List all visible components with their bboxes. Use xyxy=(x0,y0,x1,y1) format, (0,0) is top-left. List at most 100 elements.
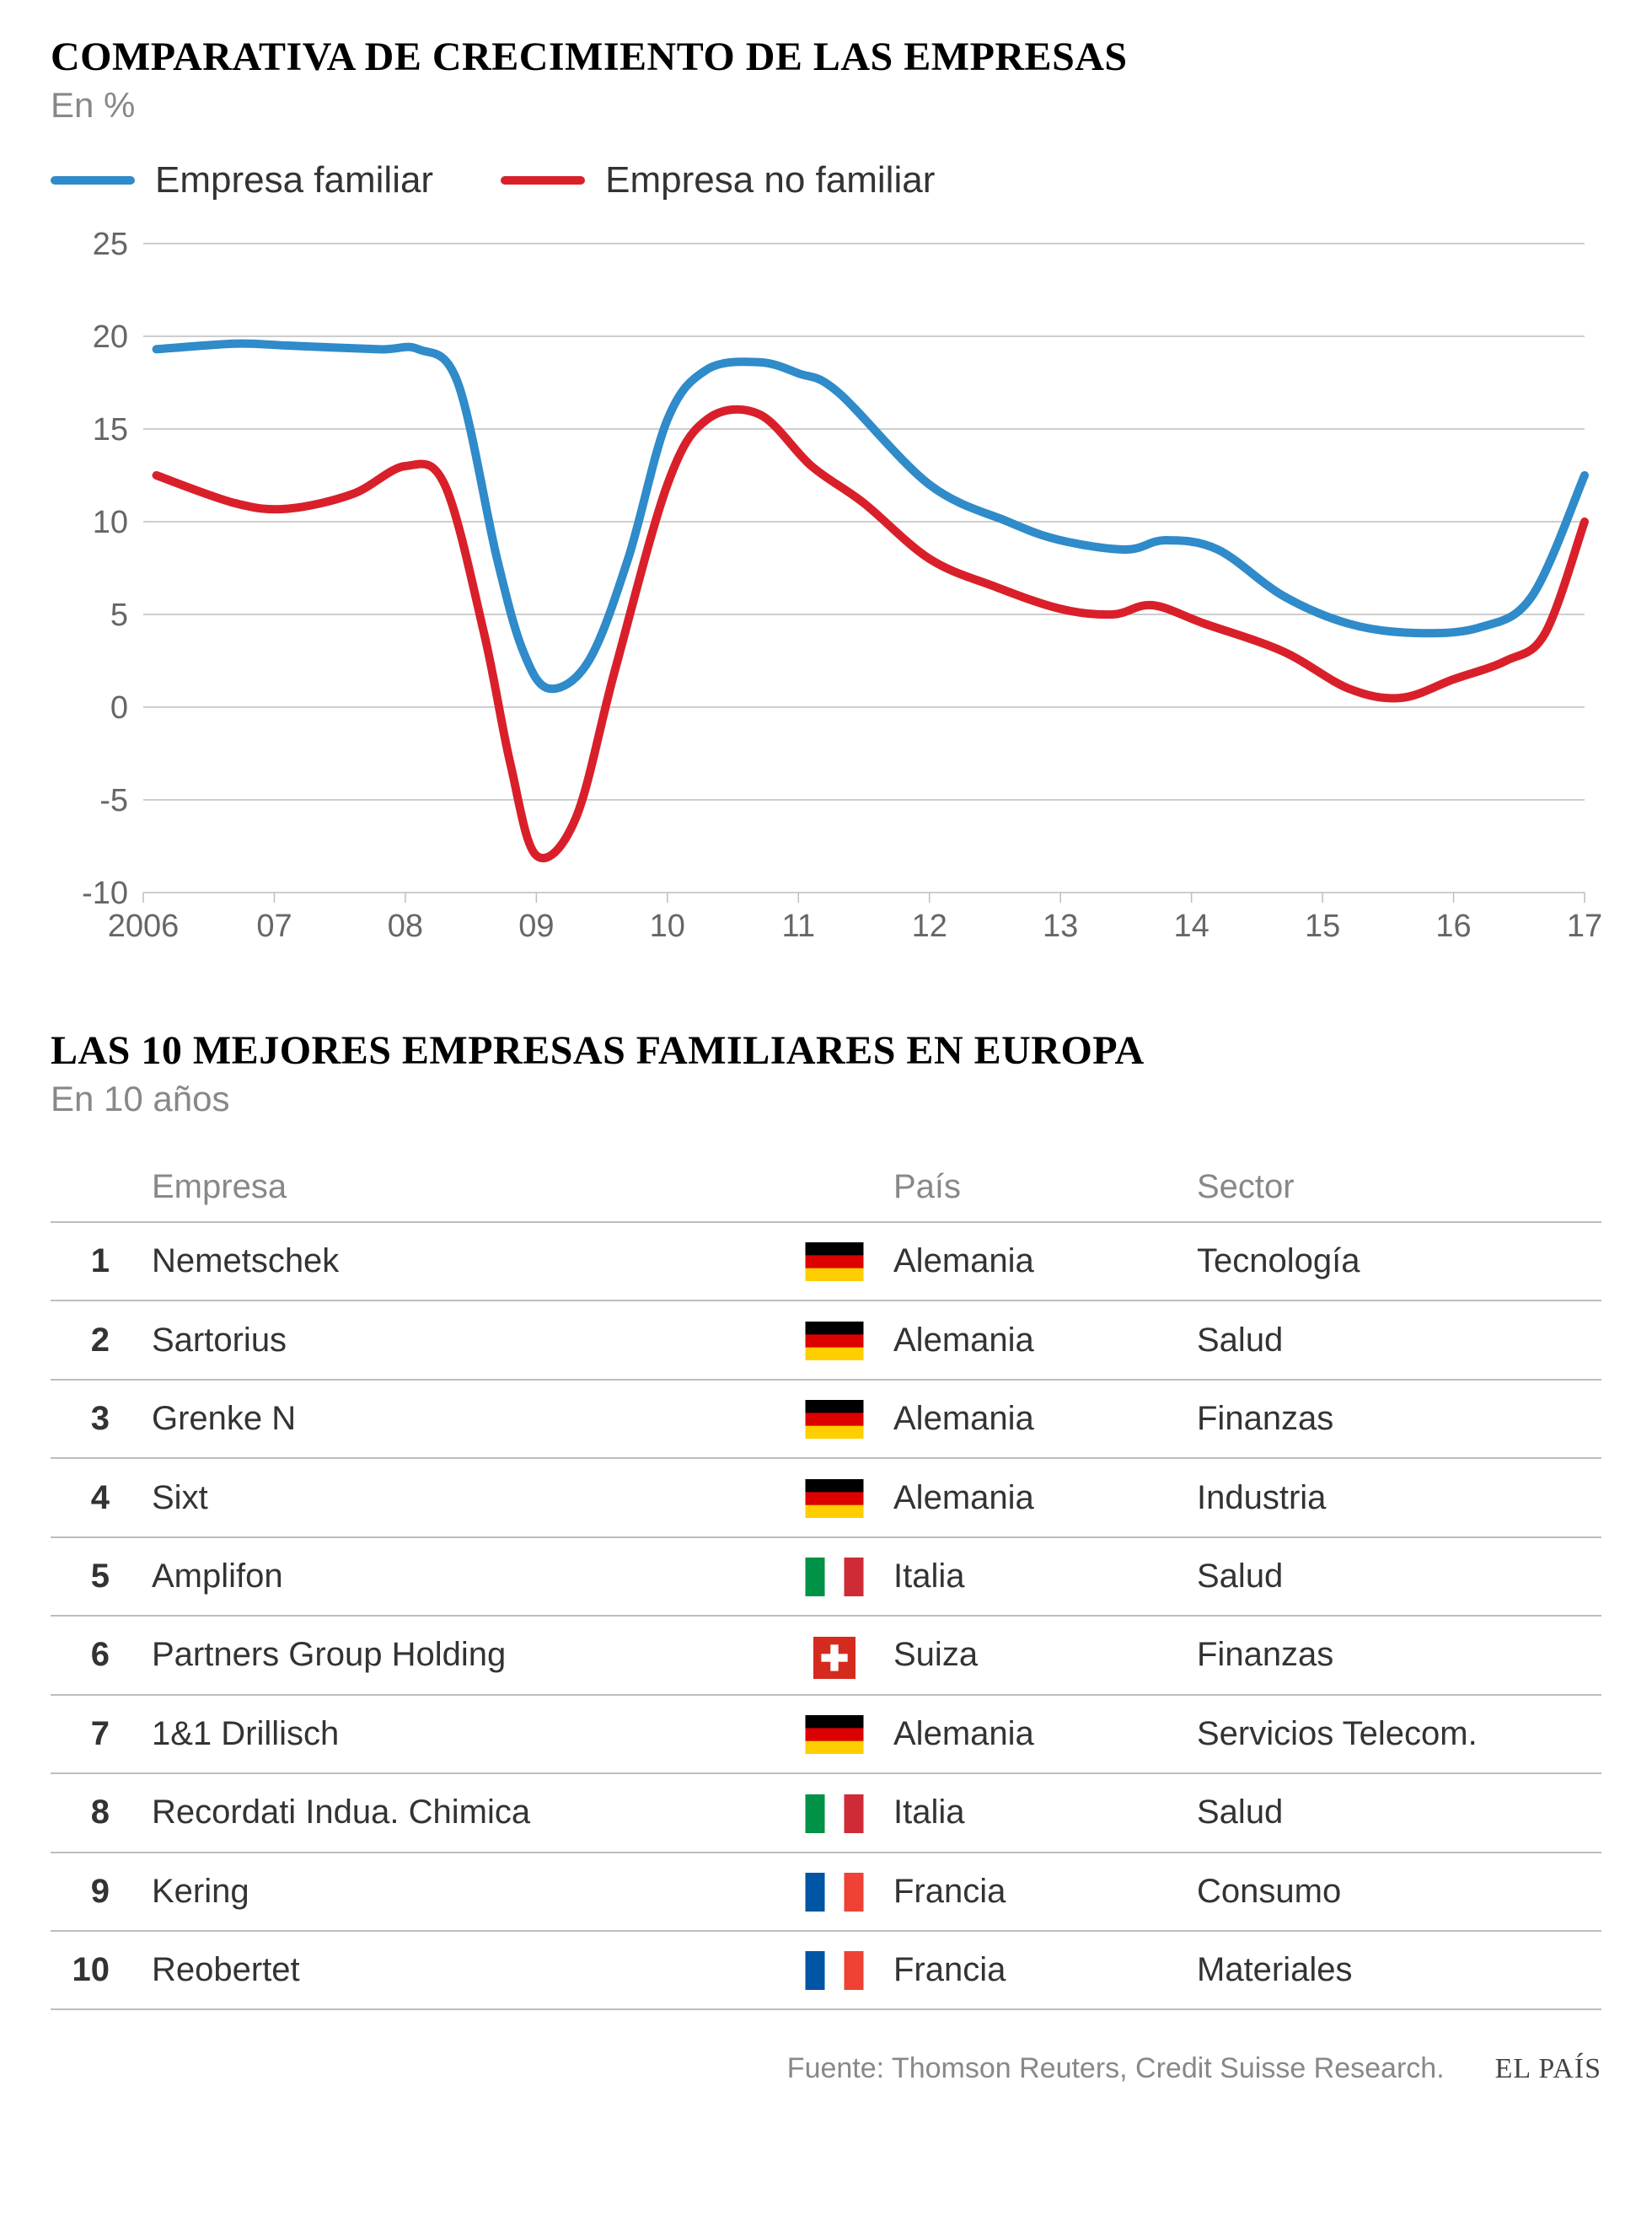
svg-text:07: 07 xyxy=(256,909,292,944)
table-header xyxy=(51,1153,143,1222)
flag-icon xyxy=(813,1637,856,1679)
flag-cell xyxy=(784,1458,885,1536)
sector-cell: Finanzas xyxy=(1188,1616,1601,1694)
svg-text:10: 10 xyxy=(93,505,128,540)
chart-legend: Empresa familiar Empresa no familiar xyxy=(51,159,1601,201)
table-row: 8Recordati Indua. ChimicaItaliaSalud xyxy=(51,1773,1601,1852)
table-row: 71&1 DrillischAlemaniaServicios Telecom. xyxy=(51,1695,1601,1773)
flag-icon xyxy=(805,1479,864,1518)
svg-text:13: 13 xyxy=(1043,909,1078,944)
svg-text:0: 0 xyxy=(110,690,128,726)
svg-text:25: 25 xyxy=(93,227,128,262)
company-cell: Sartorius xyxy=(143,1300,784,1379)
table-header xyxy=(784,1153,885,1222)
flag-cell xyxy=(784,1616,885,1694)
table-row: 1Nemetschek AlemaniaTecnología xyxy=(51,1222,1601,1300)
table-header: País xyxy=(885,1153,1188,1222)
country-cell: Alemania xyxy=(885,1380,1188,1458)
flag-cell xyxy=(784,1853,885,1931)
legend-label: Empresa no familiar xyxy=(605,159,935,201)
company-cell: Sixt xyxy=(143,1458,784,1536)
flag-icon xyxy=(805,1322,864,1360)
sector-cell: Salud xyxy=(1188,1537,1601,1616)
rank-cell: 9 xyxy=(51,1853,143,1931)
svg-text:09: 09 xyxy=(518,909,554,944)
company-cell: Recordati Indua. Chimica xyxy=(143,1773,784,1852)
table-header: Sector xyxy=(1188,1153,1601,1222)
flag-cell xyxy=(784,1695,885,1773)
country-cell: Alemania xyxy=(885,1300,1188,1379)
flag-cell xyxy=(784,1300,885,1379)
flag-cell xyxy=(784,1931,885,2009)
rank-cell: 1 xyxy=(51,1222,143,1300)
country-cell: Francia xyxy=(885,1931,1188,2009)
ranking-table: EmpresaPaísSector 1NemetschekAlemaniaTec… xyxy=(51,1153,1601,2010)
svg-text:12: 12 xyxy=(912,909,947,944)
company-cell: Partners Group Holding xyxy=(143,1616,784,1694)
rank-cell: 7 xyxy=(51,1695,143,1773)
flag-icon xyxy=(805,1400,864,1439)
sector-cell: Salud xyxy=(1188,1300,1601,1379)
country-cell: Francia xyxy=(885,1853,1188,1931)
company-cell: Reobertet xyxy=(143,1931,784,2009)
country-cell: Suiza xyxy=(885,1616,1188,1694)
svg-text:15: 15 xyxy=(1305,909,1340,944)
flag-icon xyxy=(805,1794,864,1833)
legend-label: Empresa familiar xyxy=(155,159,433,201)
company-cell: Kering xyxy=(143,1853,784,1931)
country-cell: Alemania xyxy=(885,1458,1188,1536)
legend-item: Empresa familiar xyxy=(51,159,433,201)
table-row: 4Sixt AlemaniaIndustria xyxy=(51,1458,1601,1536)
table-title: LAS 10 MEJORES EMPRESAS FAMILIARES EN EU… xyxy=(51,1027,1601,1074)
table-row: 6Partners Group HoldingSuizaFinanzas xyxy=(51,1616,1601,1694)
table-row: 10Reobertet FranciaMateriales xyxy=(51,1931,1601,2009)
country-cell: Alemania xyxy=(885,1222,1188,1300)
table-row: 3Grenke N AlemaniaFinanzas xyxy=(51,1380,1601,1458)
company-cell: 1&1 Drillisch xyxy=(143,1695,784,1773)
table-row: 9Kering FranciaConsumo xyxy=(51,1853,1601,1931)
svg-text:16: 16 xyxy=(1435,909,1471,944)
sector-cell: Tecnología xyxy=(1188,1222,1601,1300)
flag-cell xyxy=(784,1222,885,1300)
footer-source: Fuente: Thomson Reuters, Credit Suisse R… xyxy=(787,2052,1445,2085)
footer: Fuente: Thomson Reuters, Credit Suisse R… xyxy=(51,2052,1601,2085)
chart-subtitle: En % xyxy=(51,85,1601,126)
company-cell: Amplifon xyxy=(143,1537,784,1616)
svg-text:-10: -10 xyxy=(82,876,128,911)
svg-text:14: 14 xyxy=(1173,909,1209,944)
sector-cell: Materiales xyxy=(1188,1931,1601,2009)
company-cell: Grenke N xyxy=(143,1380,784,1458)
chart-series xyxy=(157,410,1585,858)
svg-text:20: 20 xyxy=(93,319,128,355)
flag-icon xyxy=(805,1558,864,1596)
country-cell: Italia xyxy=(885,1537,1188,1616)
sector-cell: Salud xyxy=(1188,1773,1601,1852)
sector-cell: Consumo xyxy=(1188,1853,1601,1931)
sector-cell: Finanzas xyxy=(1188,1380,1601,1458)
flag-icon xyxy=(805,1951,864,1990)
svg-text:15: 15 xyxy=(93,412,128,448)
legend-swatch xyxy=(501,176,585,185)
table-row: 5Amplifon ItaliaSalud xyxy=(51,1537,1601,1616)
flag-icon xyxy=(805,1715,864,1754)
country-cell: Italia xyxy=(885,1773,1188,1852)
legend-item: Empresa no familiar xyxy=(501,159,935,201)
chart-title: COMPARATIVA DE CRECIMIENTO DE LAS EMPRES… xyxy=(51,34,1601,80)
sector-cell: Industria xyxy=(1188,1458,1601,1536)
table-header: Empresa xyxy=(143,1153,784,1222)
svg-text:2006: 2006 xyxy=(108,909,180,944)
rank-cell: 3 xyxy=(51,1380,143,1458)
table-row: 2SartoriusAlemaniaSalud xyxy=(51,1300,1601,1379)
company-cell: Nemetschek xyxy=(143,1222,784,1300)
svg-text:11: 11 xyxy=(782,909,815,944)
rank-cell: 10 xyxy=(51,1931,143,2009)
legend-swatch xyxy=(51,176,135,185)
flag-cell xyxy=(784,1380,885,1458)
svg-text:17: 17 xyxy=(1567,909,1601,944)
svg-text:5: 5 xyxy=(110,598,128,633)
rank-cell: 5 xyxy=(51,1537,143,1616)
flag-cell xyxy=(784,1773,885,1852)
rank-cell: 4 xyxy=(51,1458,143,1536)
svg-text:08: 08 xyxy=(388,909,423,944)
flag-cell xyxy=(784,1537,885,1616)
